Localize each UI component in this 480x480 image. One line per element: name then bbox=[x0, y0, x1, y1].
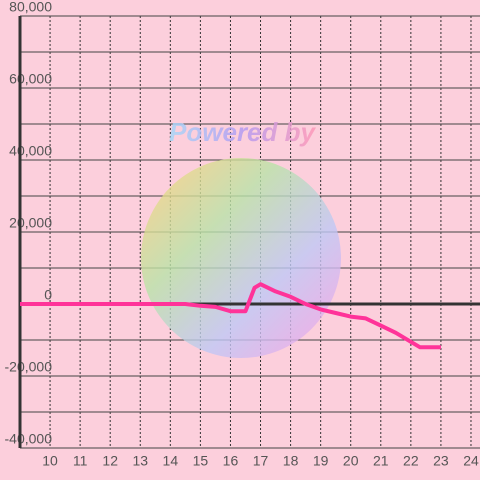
x-tick-label: 14 bbox=[163, 453, 179, 469]
data-line bbox=[20, 282, 441, 350]
x-tick-label: 20 bbox=[343, 453, 359, 469]
x-tick-label: 15 bbox=[193, 453, 209, 469]
x-tick-label: 23 bbox=[433, 453, 449, 469]
x-tick-label: 12 bbox=[102, 453, 118, 469]
x-tick-label: 11 bbox=[73, 453, 88, 469]
x-tick-label: 19 bbox=[313, 453, 329, 469]
y-tick-label: 20,000 bbox=[9, 215, 52, 231]
x-tick-label: 10 bbox=[42, 453, 58, 469]
x-tick-label: 13 bbox=[132, 453, 148, 469]
x-tick-label: 16 bbox=[223, 453, 239, 469]
watermark-logo bbox=[141, 158, 341, 358]
y-tick-label: 40,000 bbox=[9, 143, 52, 159]
y-tick-label: -40,000 bbox=[5, 431, 53, 447]
x-tick-label: 22 bbox=[403, 453, 419, 469]
x-tick-label: 18 bbox=[283, 453, 299, 469]
y-tick-label: -20,000 bbox=[5, 359, 53, 375]
x-tick-label: 24 bbox=[463, 453, 479, 469]
x-tick-label: 21 bbox=[373, 453, 389, 469]
y-tick-label: 60,000 bbox=[9, 71, 52, 87]
y-tick-label: 80,000 bbox=[9, 0, 52, 15]
watermark: Powered by bbox=[169, 117, 316, 147]
y-tick-label: 0 bbox=[44, 287, 52, 303]
x-tick-label: 17 bbox=[253, 453, 269, 469]
